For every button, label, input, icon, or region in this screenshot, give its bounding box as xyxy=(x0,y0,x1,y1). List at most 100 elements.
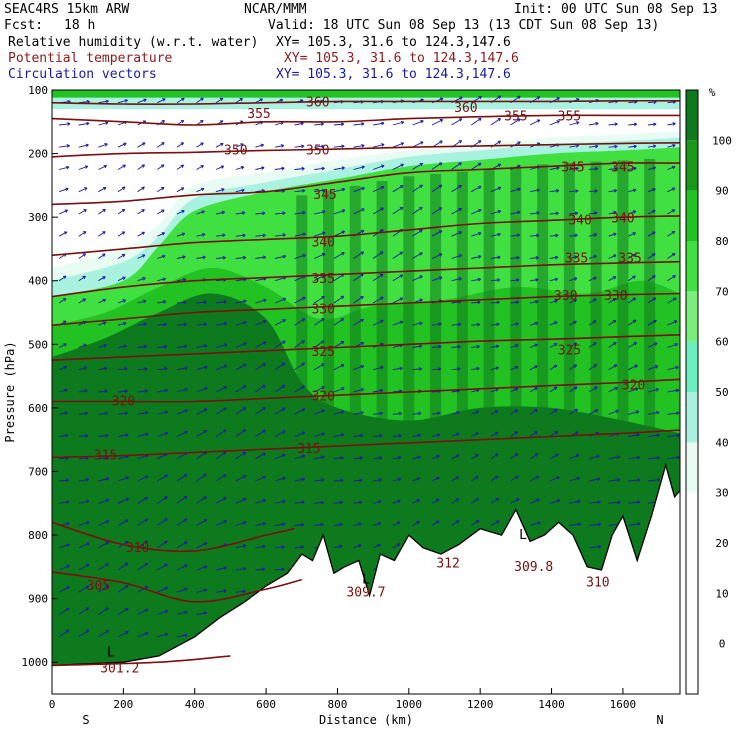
circulation-vector xyxy=(647,145,656,148)
vector-head xyxy=(593,276,597,281)
circulation-vector xyxy=(667,297,677,304)
circulation-vector xyxy=(215,365,227,371)
circulation-vector xyxy=(196,301,207,304)
circulation-vector xyxy=(274,319,286,326)
circulation-vector xyxy=(235,498,247,504)
vector-head xyxy=(102,321,107,325)
circulation-vector xyxy=(196,408,208,415)
circulation-vector xyxy=(569,523,581,526)
circulation-vector xyxy=(196,323,207,326)
vector-head xyxy=(439,140,443,144)
circulation-vector xyxy=(667,434,680,437)
vector-head xyxy=(397,477,402,482)
circulation-vector xyxy=(235,256,246,259)
vector-head xyxy=(419,184,423,189)
circulation-vector xyxy=(490,388,499,393)
circulation-vector xyxy=(117,412,128,415)
circulation-vector xyxy=(412,456,421,460)
circulation-vector xyxy=(667,187,675,193)
vector-head xyxy=(122,299,127,303)
circulation-vector xyxy=(549,499,561,504)
colorbar-tick-label: 10 xyxy=(715,587,728,600)
circulation-vector xyxy=(58,231,68,237)
vector-head xyxy=(66,564,70,569)
circulation-vector xyxy=(667,253,676,259)
circulation-vector xyxy=(471,255,482,259)
vector-head xyxy=(243,497,247,502)
circulation-vector xyxy=(628,523,641,526)
vector-head xyxy=(102,298,106,303)
vector-head xyxy=(223,589,227,593)
vector-head xyxy=(594,211,598,215)
vector-head xyxy=(262,384,266,389)
circulation-vector xyxy=(196,387,208,393)
vector-head xyxy=(398,411,402,416)
vector-head xyxy=(301,454,306,459)
vector-head xyxy=(262,211,266,216)
circulation-vector xyxy=(392,543,401,549)
circulation-vector xyxy=(667,366,679,371)
circulation-vector xyxy=(137,142,146,148)
vector-head xyxy=(458,231,462,235)
vector-head xyxy=(83,343,87,348)
circulation-vector xyxy=(647,123,657,126)
circulation-vector xyxy=(451,323,461,326)
vector-head xyxy=(381,143,385,147)
vector-head xyxy=(141,209,145,213)
vector-head xyxy=(360,411,364,415)
vector-head xyxy=(184,366,188,371)
vector-head xyxy=(477,322,481,327)
circulation-vector xyxy=(353,208,365,215)
circulation-vector xyxy=(157,586,168,593)
vector-head xyxy=(341,187,346,192)
circulation-vector xyxy=(58,629,70,638)
vector-head xyxy=(163,344,168,349)
circulation-vector xyxy=(117,562,129,571)
circulation-vector xyxy=(235,385,247,393)
vector-head xyxy=(613,166,618,171)
vector-head xyxy=(419,162,424,167)
vector-head xyxy=(515,344,519,348)
circulation-vector xyxy=(588,190,598,193)
vector-head xyxy=(164,474,168,478)
vector-head xyxy=(66,521,70,526)
vector-head xyxy=(144,367,148,371)
vector-head xyxy=(671,187,676,191)
circulation-vector xyxy=(98,541,109,549)
circulation-vector xyxy=(628,145,637,148)
colorbar-swatch xyxy=(686,291,698,342)
circulation-vector xyxy=(510,323,519,326)
org-label: NCAR/MMM xyxy=(244,2,307,17)
vector-head xyxy=(322,231,326,236)
vector-head xyxy=(555,188,560,193)
vector-head xyxy=(223,407,227,411)
circulation-vector xyxy=(549,343,558,348)
vector-head xyxy=(636,433,640,437)
circulation-vector xyxy=(392,185,404,193)
vector-head xyxy=(124,367,128,371)
circulation-vector xyxy=(628,189,637,193)
circulation-vector xyxy=(157,411,169,415)
circulation-vector xyxy=(235,321,247,326)
circulation-vector xyxy=(137,164,145,170)
vector-head xyxy=(203,519,208,523)
circulation-vector xyxy=(569,190,579,193)
circulation-vector xyxy=(215,474,227,482)
circulation-vector xyxy=(431,162,443,170)
colorbar-swatch xyxy=(686,140,698,191)
circulation-vector xyxy=(549,386,558,393)
vector-head xyxy=(379,251,384,255)
circulation-vector xyxy=(294,408,306,415)
vector-head xyxy=(477,255,482,259)
vector-head xyxy=(301,166,305,171)
vector-head xyxy=(82,275,86,280)
circulation-vector xyxy=(451,368,461,371)
vector-head xyxy=(259,98,263,102)
vector-head xyxy=(381,164,385,169)
circulation-vector xyxy=(196,345,208,348)
circulation-vector xyxy=(647,411,660,415)
vector-head xyxy=(242,474,247,479)
circulation-vector xyxy=(157,98,166,104)
valid-label: Valid: 18 UTC Sun 08 Sep 13 (13 CDT Sun … xyxy=(268,18,659,33)
vector-head xyxy=(321,340,325,344)
